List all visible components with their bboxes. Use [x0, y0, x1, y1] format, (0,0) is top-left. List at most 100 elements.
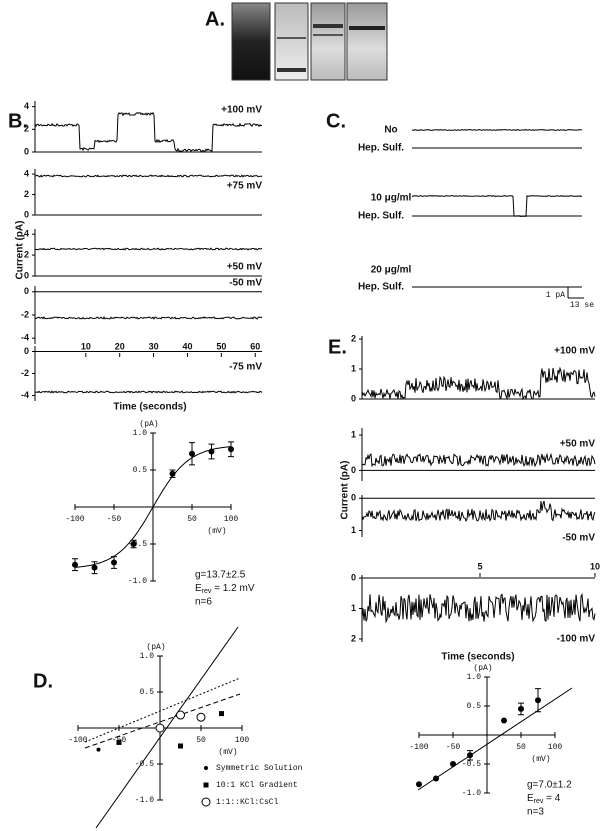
voltage-label: +75 mV — [227, 181, 263, 192]
x-tick-label: 5 — [477, 561, 482, 571]
y-tick-label: -0.5 — [462, 760, 481, 769]
data-point — [450, 761, 456, 767]
data-point — [116, 739, 122, 745]
panel-label: C. — [326, 110, 346, 132]
y-tick-label: 4 — [24, 229, 29, 239]
fit-line — [95, 626, 239, 829]
y-tick-label: -2 — [21, 309, 29, 319]
stat: = 4 — [543, 793, 560, 804]
x-tick-label: 50 — [196, 736, 206, 745]
current-trace — [361, 592, 596, 624]
data-point — [219, 711, 224, 717]
y-tick-label: 4 — [24, 101, 29, 111]
x-tick-label: 20 — [115, 341, 125, 351]
y-tick-label: 0 — [351, 493, 356, 503]
current-trace — [361, 366, 596, 401]
x-axis-label: Time (seconds) — [113, 402, 186, 413]
data-point — [155, 723, 165, 733]
x-tick-label: -100 — [65, 515, 84, 524]
fit-line — [84, 693, 241, 749]
condition-label: Hep. Sulf. — [358, 282, 404, 293]
y-tick-label: 0 — [24, 209, 29, 219]
current-trace — [361, 452, 596, 468]
x-axis-label: Time (seconds) — [441, 652, 514, 663]
current-trace — [411, 194, 583, 217]
y-tick-label: 1.0 — [467, 673, 482, 682]
y-tick-label: -0.5 — [128, 540, 147, 549]
scale-label: 13 se — [570, 301, 594, 310]
data-point — [72, 561, 78, 568]
gel-lane — [274, 2, 309, 81]
y-axis-label: Current (pA) — [15, 221, 26, 280]
y-tick-label: -2 — [21, 368, 29, 378]
stat: g=7.0±1.2 — [527, 780, 572, 791]
y-tick-label: 0.5 — [467, 702, 482, 711]
panel-label: B. — [8, 110, 28, 132]
x-tick-label: 50 — [216, 341, 226, 351]
x-tick-label: 100 — [548, 743, 563, 752]
voltage-label: +100 mV — [221, 105, 262, 116]
y-tick-label: -4 — [21, 390, 29, 400]
stat: n=3 — [527, 807, 544, 818]
stat: = 1.2 mV — [211, 583, 254, 594]
stat: Erev = 1.2 mV — [195, 583, 255, 595]
condition-label: No — [384, 125, 397, 136]
x-tick-label: -100 — [68, 736, 87, 745]
y-tick-label: 2 — [24, 249, 29, 259]
data-point — [208, 448, 215, 455]
unit-label: (pA) — [139, 420, 158, 429]
data-point — [416, 781, 422, 788]
data-point — [169, 470, 176, 477]
y-tick-label: 0 — [24, 286, 29, 296]
data-point — [467, 752, 473, 759]
voltage-label: -100 mV — [557, 634, 596, 645]
condition-label: 20 μg/ml — [371, 265, 412, 276]
stat: n=6 — [195, 597, 212, 608]
y-tick-label: 1 — [351, 363, 356, 373]
data-point — [189, 450, 195, 457]
data-point — [96, 747, 101, 752]
y-tick-label: 0 — [351, 572, 356, 582]
voltage-label: +100 mV — [554, 346, 595, 357]
y-tick-label: -1.0 — [135, 796, 154, 805]
voltage-label: -75 mV — [229, 362, 262, 373]
stat: g=13.7±2.5 — [195, 570, 246, 581]
data-point — [176, 710, 185, 720]
data-point — [518, 705, 524, 712]
y-tick-label: 2 — [351, 333, 356, 343]
legend-marker — [204, 766, 208, 770]
panel-label: E. — [328, 336, 347, 358]
gel-lanes — [231, 2, 388, 81]
legend-marker — [203, 782, 209, 788]
voltage-label: +50 mV — [227, 262, 263, 273]
current-trace — [34, 390, 263, 394]
stat-subscript: rev — [534, 798, 544, 805]
y-tick-label: -4 — [21, 333, 29, 343]
x-tick-label: 10 — [590, 561, 600, 571]
y-tick-label: 0 — [24, 346, 29, 356]
data-point — [535, 697, 541, 704]
y-tick-label: 2 — [24, 124, 29, 134]
y-tick-label: 1.0 — [133, 429, 148, 438]
y-tick-label: -0.5 — [135, 760, 154, 769]
stat: E — [195, 583, 202, 594]
data-point — [433, 775, 439, 782]
legend-label: 10:1 KCl Gradient — [216, 781, 298, 790]
y-tick-label: 0.5 — [140, 688, 155, 697]
y-tick-label: 2 — [351, 633, 356, 643]
y-tick-label: 1.0 — [140, 652, 155, 661]
voltage-label: +50 mV — [560, 439, 596, 450]
legend-label: 1:1::KCl:CsCl — [216, 798, 279, 807]
fit-line — [84, 677, 241, 743]
stat: Erev = 4 — [527, 793, 561, 805]
y-tick-label: 1 — [351, 603, 356, 613]
y-tick-label: 0 — [351, 465, 356, 475]
panel-label: D. — [33, 670, 53, 692]
data-point — [178, 743, 183, 749]
data-point — [130, 541, 137, 547]
data-point — [228, 446, 234, 453]
x-tick-label: 50 — [187, 515, 197, 524]
condition-label: Hep. Sulf. — [358, 211, 404, 222]
unit-label: (pA) — [146, 643, 165, 652]
